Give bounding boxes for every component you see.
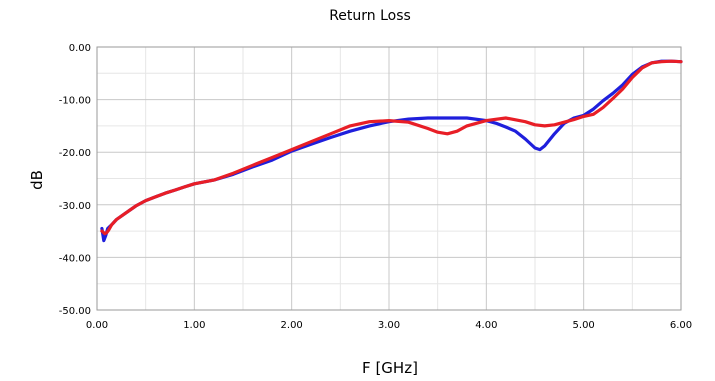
x-axis-label: F [GHz] — [362, 359, 418, 377]
plot-area — [96, 46, 682, 311]
y-tick-label: -10.00 — [59, 96, 91, 107]
x-tick-label: 0.00 — [86, 320, 108, 331]
y-tick-label: -30.00 — [59, 201, 91, 212]
x-tick-label: 3.00 — [378, 320, 400, 331]
chart-title: Return Loss — [329, 8, 411, 24]
grid — [96, 46, 682, 311]
x-tick-label: 2.00 — [281, 320, 303, 331]
y-tick-label: -50.00 — [59, 306, 91, 317]
x-tick-label: 4.00 — [475, 320, 497, 331]
y-axis-label: dB — [28, 170, 46, 190]
x-tick-label: 5.00 — [573, 320, 595, 331]
series-line-2 — [100, 59, 683, 236]
y-tick-label: -40.00 — [59, 253, 91, 264]
y-tick-label: -20.00 — [59, 148, 91, 159]
series-line-1 — [100, 59, 683, 243]
y-tick-label: 0.00 — [69, 43, 91, 54]
series-layer — [100, 59, 683, 243]
y-axis-ticks: 0.00 -10.00 -20.00 -30.00 -40.00 -50.00 — [59, 43, 91, 317]
x-tick-label: 6.00 — [670, 320, 692, 331]
x-axis-ticks: 0.00 1.00 2.00 3.00 4.00 5.00 6.00 — [86, 320, 692, 331]
x-tick-label: 1.00 — [183, 320, 205, 331]
